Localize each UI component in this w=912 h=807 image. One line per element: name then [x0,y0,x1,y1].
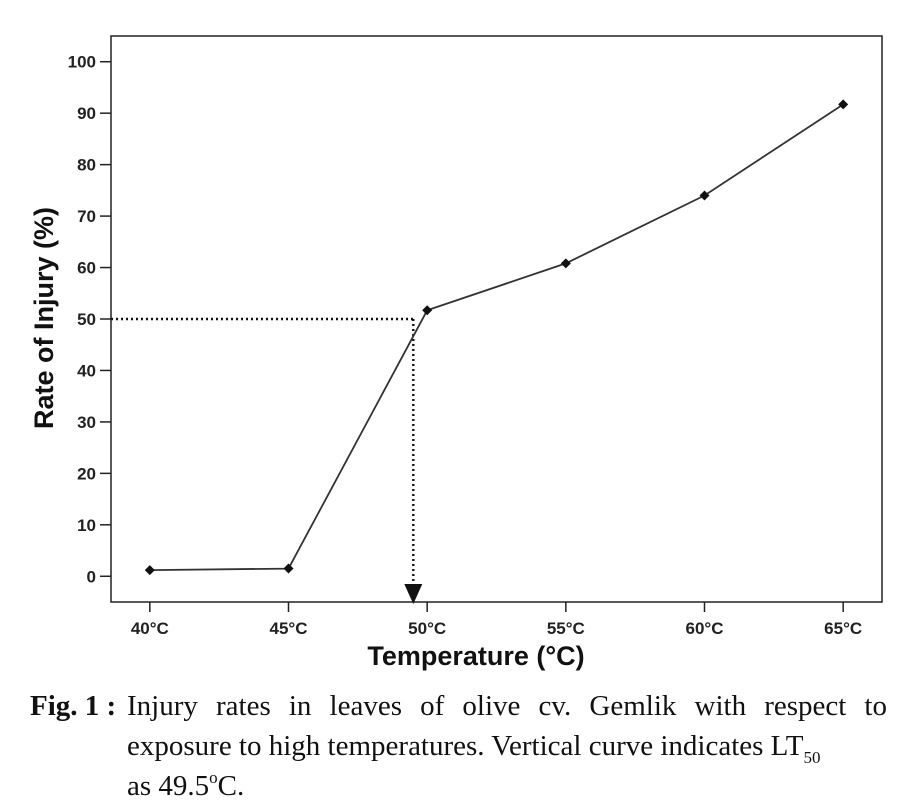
x-axis: 40°C 45°C 50°C 55°C 60°C 65°C [131,602,862,638]
y-axis-title: Rate of Injury (%) [29,207,59,429]
data-point-marker [422,305,433,316]
data-point-marker [283,563,294,574]
y-tick-label: 70 [77,207,96,226]
series-markers [144,99,849,576]
caption-main-text: Injury rates in leaves of olive cv. Geml… [127,690,887,762]
lt50-guides [111,317,423,604]
y-tick-label: 80 [77,156,96,175]
x-tick-label: 50°C [408,619,446,638]
y-axis: 0 10 20 30 40 50 60 70 80 90 100 [68,53,111,586]
series-line [149,103,844,571]
x-tick-label: 65°C [824,619,862,638]
y-tick-label: 40 [77,361,96,380]
x-tick-label: 40°C [131,619,169,638]
data-point-marker [699,190,710,201]
lt50-arrowhead [404,584,423,604]
data-point-marker [838,99,849,110]
x-tick-label: 45°C [270,619,308,638]
y-tick-label: 50 [77,310,96,329]
line-chart: 0 10 20 30 40 50 60 70 80 90 100 40°C 45°C 50°C 55°C 6… [29,35,883,671]
y-tick-label: 90 [77,104,96,123]
x-tick-label: 60°C [686,619,724,638]
data-point-marker [144,565,155,576]
caption-superscript: o [209,768,218,787]
y-tick-label: 100 [68,53,96,72]
x-tick-label: 55°C [547,619,585,638]
figure-label: Fig. 1 : [30,690,117,722]
x-axis-title: Temperature (°C) [367,641,584,671]
data-point-marker [560,258,571,269]
y-tick-label: 30 [77,413,96,432]
y-tick-label: 60 [77,259,96,278]
y-tick-label: 0 [87,567,96,586]
y-tick-label: 10 [77,516,96,535]
caption-as-text: as 49.5 [127,770,210,802]
caption-subscript: 50 [803,748,821,767]
caption-unit-text: C. [217,770,245,802]
y-tick-label: 20 [77,464,96,483]
figure-caption-text: Injury rates in leaves of olive cv. Geml… [127,686,887,806]
